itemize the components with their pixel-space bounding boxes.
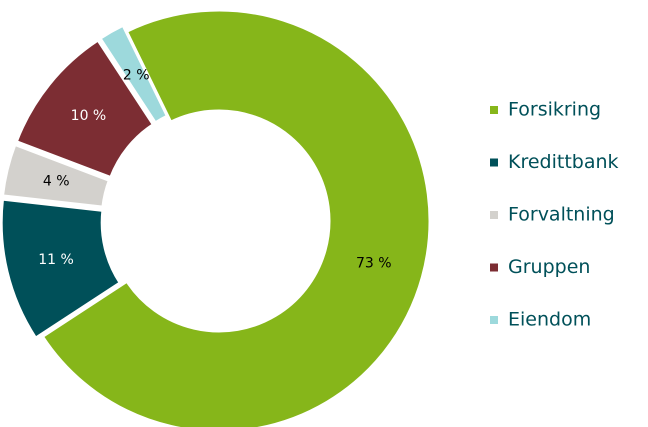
legend-swatch [490, 106, 498, 114]
legend-label: Gruppen [508, 256, 590, 278]
legend-swatch [490, 316, 498, 324]
legend-swatch [490, 158, 498, 167]
slice-label: 73 % [356, 256, 392, 272]
slice-label: 2 % [123, 67, 150, 83]
legend-label: Forsikring [508, 99, 601, 121]
legend-label: Kredittbank [508, 151, 619, 173]
legend-label: Eiendom [508, 309, 591, 331]
donut-slice [97, 23, 170, 125]
slice-label: 10 % [71, 108, 107, 124]
donut-slice [0, 142, 112, 209]
donut-slice [0, 197, 123, 341]
legend-swatch [490, 263, 498, 272]
donut-slice [14, 37, 156, 180]
slice-label: 11 % [38, 252, 74, 268]
donut-slice [40, 8, 432, 427]
slice-label: 4 % [43, 174, 70, 190]
legend-label: Forvaltning [508, 204, 615, 226]
legend-swatch [490, 211, 498, 219]
